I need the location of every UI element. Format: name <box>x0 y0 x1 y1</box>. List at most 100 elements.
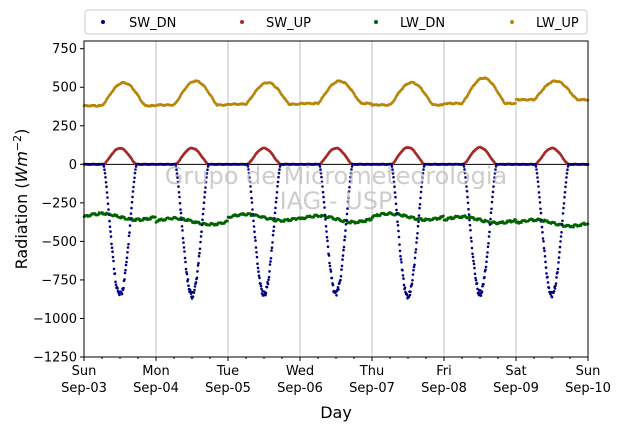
data-point <box>534 163 537 166</box>
data-point <box>413 256 417 260</box>
data-point <box>276 185 279 188</box>
data-point <box>464 176 467 179</box>
data-point <box>488 230 491 234</box>
data-point <box>341 258 344 261</box>
data-point <box>537 185 540 188</box>
data-point <box>408 293 412 297</box>
data-point <box>421 176 424 179</box>
data-point <box>202 201 206 204</box>
data-point <box>114 280 117 284</box>
data-point <box>201 212 205 216</box>
data-point <box>343 235 347 238</box>
data-point <box>559 235 563 238</box>
data-point <box>120 292 124 296</box>
data-point <box>554 282 558 285</box>
data-point <box>538 196 541 199</box>
data-point <box>397 235 401 239</box>
data-point <box>541 237 545 240</box>
data-point <box>482 283 485 286</box>
data-point <box>539 211 543 215</box>
data-point <box>250 196 253 200</box>
data-point <box>336 286 340 289</box>
series-lw-up <box>82 76 590 108</box>
data-point <box>329 270 333 273</box>
data-point <box>130 206 133 210</box>
y-tick-label: 500 <box>52 81 77 96</box>
data-point <box>193 285 197 288</box>
data-point <box>187 284 190 288</box>
data-point <box>134 165 138 168</box>
data-point <box>562 202 566 205</box>
data-point <box>182 241 185 244</box>
data-point <box>391 172 395 175</box>
data-point <box>247 168 250 171</box>
data-point <box>474 279 478 282</box>
data-point <box>420 180 424 184</box>
data-point <box>420 185 423 189</box>
data-point <box>465 185 468 188</box>
data-point <box>256 266 260 270</box>
data-point <box>196 270 199 273</box>
data-point <box>124 263 128 267</box>
data-point <box>552 290 556 293</box>
data-point <box>271 233 275 237</box>
data-point <box>394 202 398 206</box>
legend-label-lw-dn: LW_DN <box>400 16 445 31</box>
data-point <box>566 165 570 168</box>
data-point <box>416 232 419 235</box>
data-point <box>206 168 209 171</box>
data-point <box>321 185 324 188</box>
data-point <box>390 163 393 166</box>
data-point <box>348 180 352 183</box>
data-point <box>123 278 126 281</box>
data-point <box>324 218 327 221</box>
data-point <box>252 219 255 223</box>
data-point <box>183 256 187 260</box>
data-point <box>105 191 109 194</box>
data-point <box>105 185 108 188</box>
data-point <box>415 241 418 244</box>
data-point <box>566 168 569 171</box>
data-point <box>340 268 343 271</box>
data-point <box>487 235 491 238</box>
data-point <box>558 250 561 254</box>
data-point <box>561 219 564 223</box>
data-point <box>469 236 473 240</box>
data-point <box>544 266 548 269</box>
data-point <box>189 290 192 293</box>
data-point <box>472 259 475 263</box>
data-point <box>392 176 395 179</box>
data-point <box>198 247 202 251</box>
data-point <box>344 229 347 232</box>
data-point <box>247 171 251 175</box>
data-point <box>111 250 114 253</box>
data-point <box>174 163 177 166</box>
data-point <box>487 242 490 245</box>
data-point <box>492 185 495 188</box>
data-point <box>268 270 271 273</box>
data-point <box>273 217 276 220</box>
data-point <box>269 257 273 260</box>
data-point <box>400 261 403 264</box>
data-point <box>266 282 270 286</box>
data-point <box>130 200 134 204</box>
data-point <box>398 249 402 253</box>
data-point <box>248 180 252 184</box>
data-point <box>181 229 184 232</box>
data-point <box>253 236 257 239</box>
data-point <box>264 293 267 297</box>
data-point <box>267 275 271 279</box>
data-point <box>409 290 412 294</box>
data-point <box>395 212 399 215</box>
data-point <box>270 249 273 252</box>
data-point <box>559 240 562 243</box>
data-point <box>181 236 185 240</box>
data-point <box>491 195 494 199</box>
data-point <box>175 172 179 175</box>
legend-label-sw-up: SW_UP <box>266 16 311 31</box>
data-point <box>118 293 121 297</box>
data-point <box>327 254 331 257</box>
data-point <box>204 180 208 184</box>
data-point <box>200 223 204 227</box>
legend-label-lw-up: LW_UP <box>536 16 579 31</box>
